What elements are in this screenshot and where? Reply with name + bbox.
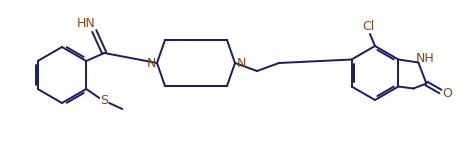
Text: O: O (442, 87, 452, 100)
Text: HN: HN (77, 17, 96, 30)
Text: S: S (100, 95, 108, 108)
Text: N: N (146, 56, 156, 69)
Text: Cl: Cl (362, 19, 374, 32)
Text: N: N (236, 56, 246, 69)
Text: NH: NH (416, 52, 435, 65)
